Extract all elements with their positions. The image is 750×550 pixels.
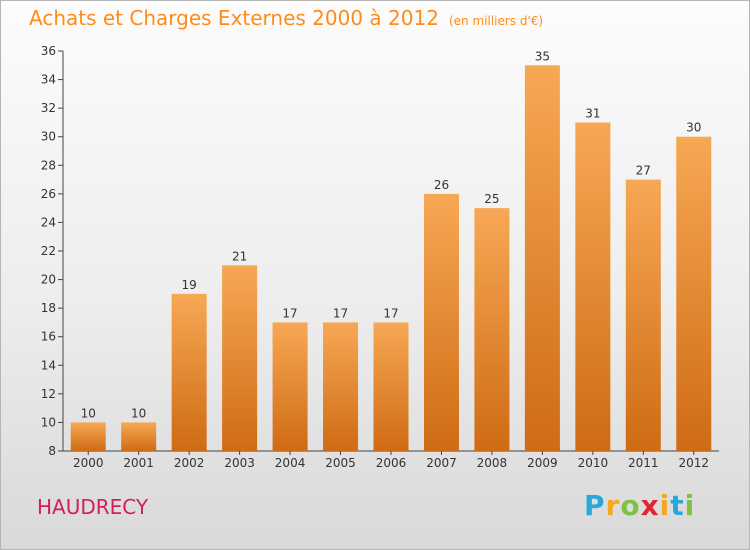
logo-letter: P	[584, 489, 606, 522]
x-tick-label: 2003	[224, 456, 255, 470]
y-tick-label: 14	[41, 358, 56, 372]
title-unit: (en milliers d'€)	[448, 14, 544, 28]
y-tick-label: 34	[41, 73, 56, 87]
bar	[524, 65, 560, 452]
x-tick-label: 2006	[376, 456, 407, 470]
bar-value-label: 19	[182, 278, 197, 292]
logo-letter: i	[659, 489, 671, 522]
x-tick-label: 2001	[123, 456, 154, 470]
bar	[423, 193, 459, 451]
title-text: Achats et Charges Externes 2000 à 2012	[29, 6, 439, 30]
y-tick-label: 24	[41, 215, 56, 229]
x-tick-label: 2000	[73, 456, 104, 470]
bar	[70, 422, 106, 451]
y-tick-label: 20	[41, 273, 56, 287]
bar-value-label: 17	[282, 306, 297, 320]
bar-value-label: 26	[434, 178, 449, 192]
y-tick-label: 16	[41, 330, 56, 344]
y-tick-label: 32	[41, 101, 56, 115]
y-tick-label: 22	[41, 244, 56, 258]
place-name: HAUDRECY	[37, 495, 149, 519]
logo-letter: r	[605, 489, 621, 522]
bar	[474, 208, 510, 451]
y-tick-label: 36	[41, 44, 56, 58]
bar-value-label: 10	[131, 406, 146, 420]
x-tick-label: 2009	[527, 456, 558, 470]
x-tick-label: 2002	[174, 456, 205, 470]
bar	[676, 136, 712, 451]
y-tick-label: 12	[41, 387, 56, 401]
logo-letter: i	[684, 489, 696, 522]
proxiti-logo: Proxiti	[584, 489, 695, 522]
bar	[373, 322, 409, 451]
bar	[272, 322, 308, 451]
bar-value-label: 17	[383, 306, 398, 320]
x-tick-label: 2005	[325, 456, 356, 470]
y-tick-label: 8	[48, 444, 56, 458]
bar	[121, 422, 157, 451]
x-tick-label: 2008	[477, 456, 508, 470]
logo-letter: x	[640, 489, 660, 522]
logo-letter: o	[620, 489, 641, 522]
y-tick-label: 10	[41, 415, 56, 429]
x-tick-label: 2012	[678, 456, 709, 470]
y-tick-label: 26	[41, 187, 56, 201]
bar	[575, 122, 611, 451]
bar	[171, 293, 207, 451]
bar-value-label: 31	[585, 106, 600, 120]
bar	[625, 179, 661, 452]
bar-value-label: 35	[535, 49, 550, 63]
bar-value-label: 17	[333, 306, 348, 320]
chart-title: Achats et Charges Externes 2000 à 2012 (e…	[29, 6, 543, 30]
bar	[323, 322, 359, 451]
bar-value-label: 25	[484, 192, 499, 206]
bar-value-label: 30	[686, 121, 701, 135]
x-tick-label: 2011	[628, 456, 659, 470]
bar-value-label: 27	[636, 164, 651, 178]
bar-value-label: 10	[81, 406, 96, 420]
logo-letter: t	[670, 489, 685, 522]
x-tick-label: 2004	[275, 456, 306, 470]
x-tick-label: 2010	[578, 456, 609, 470]
y-tick-label: 18	[41, 301, 56, 315]
y-tick-label: 28	[41, 158, 56, 172]
x-tick-label: 2007	[426, 456, 457, 470]
y-tick-label: 30	[41, 130, 56, 144]
bar	[222, 265, 258, 451]
bar-value-label: 21	[232, 249, 247, 263]
